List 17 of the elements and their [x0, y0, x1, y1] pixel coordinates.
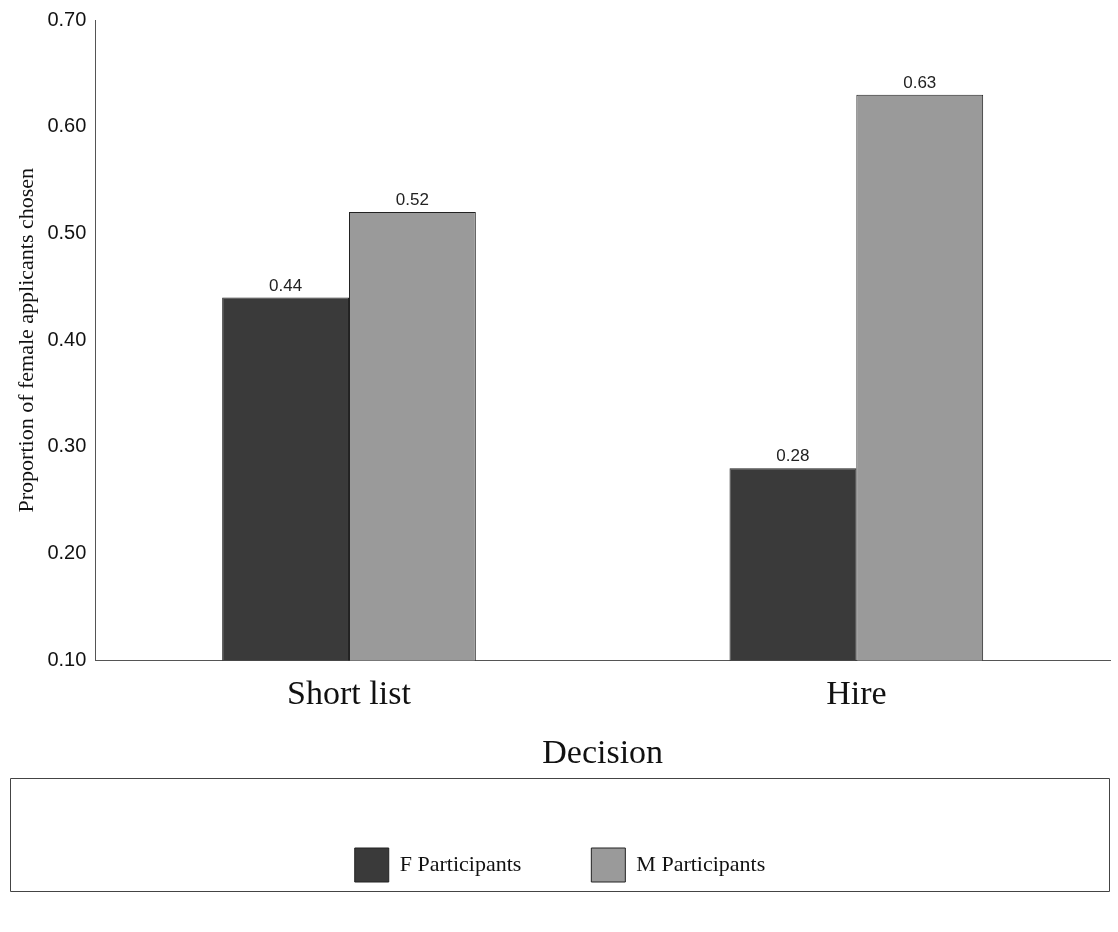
legend-label: M Participants [636, 850, 766, 876]
legend-label: F Participants [399, 850, 522, 876]
data-label: 0.28 [776, 446, 810, 466]
y-tick-label: 0.20 [47, 541, 87, 564]
x-tick-label: Hire [826, 673, 887, 711]
y-tick-label: 0.70 [47, 7, 87, 30]
y-tick-label: 0.40 [47, 327, 87, 350]
data-label: 0.52 [395, 190, 429, 210]
y-axis-title: Proportion of female applicants chosen [12, 167, 38, 513]
y-tick-label: 0.10 [47, 647, 87, 670]
data-label: 0.63 [903, 72, 937, 92]
y-tick-label: 0.60 [47, 114, 87, 137]
y-tick-label: 0.50 [47, 220, 87, 243]
x-axis-title: Decision [542, 732, 664, 770]
y-tick-label: 0.30 [47, 434, 87, 457]
data-label: 0.44 [269, 275, 303, 295]
x-tick-label: Short list [287, 673, 412, 711]
